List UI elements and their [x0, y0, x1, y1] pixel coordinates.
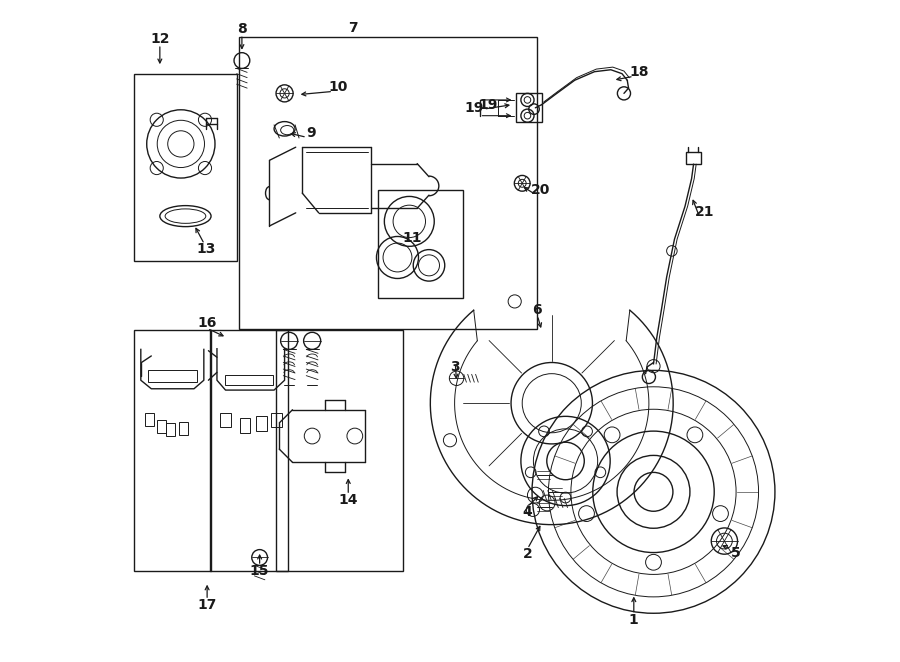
Text: 2: 2: [523, 547, 532, 561]
Bar: [157, 420, 166, 433]
Text: 19: 19: [479, 97, 498, 111]
Bar: [516, 93, 542, 122]
Bar: [220, 413, 230, 428]
Bar: [133, 73, 238, 261]
Text: 17: 17: [197, 598, 217, 612]
Text: 5: 5: [732, 546, 741, 560]
Text: 8: 8: [237, 22, 247, 36]
Bar: [238, 37, 537, 329]
Bar: [179, 422, 188, 435]
Bar: [378, 190, 464, 298]
Text: 18: 18: [629, 65, 649, 79]
Text: 20: 20: [531, 183, 550, 197]
Bar: [133, 330, 212, 571]
Text: 13: 13: [196, 242, 215, 256]
Bar: [240, 418, 250, 433]
Text: 6: 6: [533, 303, 542, 317]
Bar: [211, 330, 288, 571]
Bar: [226, 375, 273, 385]
Bar: [145, 413, 154, 426]
Text: 10: 10: [328, 80, 348, 94]
Bar: [687, 152, 701, 164]
Bar: [276, 330, 402, 571]
Bar: [272, 413, 282, 428]
Text: 16: 16: [197, 316, 217, 330]
Bar: [256, 416, 267, 431]
Bar: [166, 423, 175, 436]
Text: 15: 15: [250, 563, 269, 578]
Text: 9: 9: [306, 126, 316, 140]
Text: 3: 3: [450, 360, 460, 374]
Text: 21: 21: [695, 205, 715, 218]
Text: 7: 7: [348, 21, 357, 34]
Text: 19: 19: [464, 101, 483, 115]
Text: 12: 12: [150, 32, 169, 46]
Text: 4: 4: [523, 504, 532, 518]
Text: 14: 14: [338, 493, 358, 507]
Bar: [148, 370, 197, 382]
Text: 1: 1: [629, 613, 639, 627]
Text: 11: 11: [403, 231, 422, 245]
